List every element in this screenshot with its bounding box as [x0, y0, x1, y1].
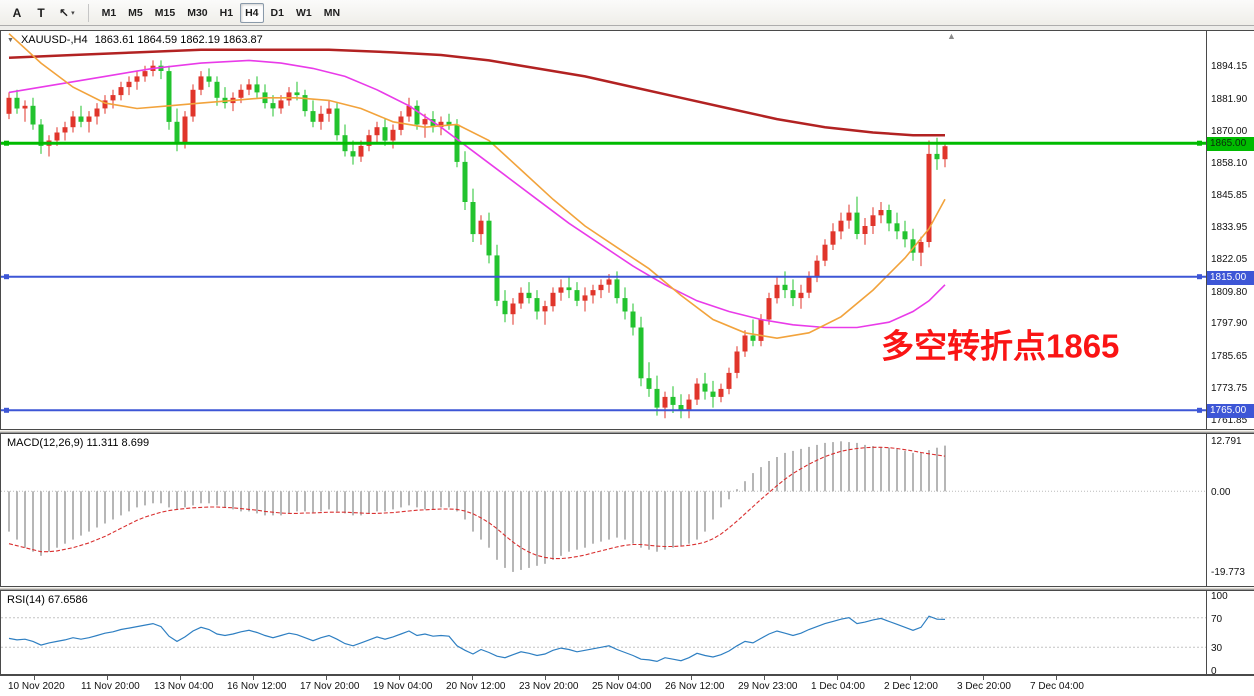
macd-label: MACD(12,26,9) 11.311 8.699 [7, 437, 150, 449]
macd-axis-label: -19.773 [1211, 567, 1245, 578]
panel-splitter[interactable] [0, 587, 1254, 590]
rsi-label: RSI(14) 67.6586 [7, 594, 88, 606]
time-axis-label: 23 Nov 20:00 [519, 681, 579, 692]
timeframe-button-d1[interactable]: D1 [270, 6, 284, 19]
time-axis-tick [545, 676, 546, 680]
time-axis-label: 11 Nov 20:00 [81, 681, 140, 692]
time-axis-label: 16 Nov 12:00 [227, 681, 287, 692]
cursor-tool-button[interactable]: ↖ ▾ [54, 3, 80, 23]
chart-shift-marker-icon[interactable]: ▲ [947, 31, 956, 41]
rsi-axis-label: 100 [1211, 591, 1228, 602]
time-axis-tick [399, 676, 400, 680]
price-axis-label: 1858.10 [1211, 158, 1248, 169]
rsi-pane[interactable]: RSI(14) 67.6586 [0, 590, 1207, 675]
price-axis-label: 1845.85 [1211, 190, 1248, 201]
rsi-axis[interactable]: 100 70 30 0 [1207, 590, 1254, 675]
macd-axis[interactable]: 12.791 0.00 -19.773 [1207, 433, 1254, 587]
time-axis-label: 10 Nov 2020 [8, 681, 65, 692]
svg-text:多空转折点1865: 多空转折点1865 [881, 328, 1119, 365]
timeframe-button-w1[interactable]: W1 [295, 6, 312, 19]
panel-splitter[interactable] [0, 430, 1254, 433]
time-axis-tick [472, 676, 473, 680]
price-axis-label: 1822.05 [1211, 254, 1248, 265]
time-axis-tick [691, 676, 692, 680]
time-axis-tick [1056, 676, 1057, 680]
time-axis-label: 29 Nov 23:00 [738, 681, 798, 692]
ohlc-values: 1863.61 1864.59 1862.19 1863.87 [94, 34, 263, 46]
time-axis-label: 13 Nov 04:00 [154, 681, 214, 692]
text-tool-button[interactable]: T [37, 5, 45, 20]
macd-axis-label: 12.791 [1211, 436, 1242, 447]
timeframe-button-m15[interactable]: M15 [154, 6, 176, 19]
price-axis-label: 1870.00 [1211, 126, 1248, 137]
time-axis-label: 25 Nov 04:00 [592, 681, 652, 692]
price-axis-label: 1797.90 [1211, 318, 1248, 329]
cursor-icon: ↖ [59, 5, 70, 20]
time-axis-tick [326, 676, 327, 680]
rsi-axis-label: 70 [1211, 614, 1223, 625]
timeframe-button-h1[interactable]: H1 [219, 6, 234, 19]
dropdown-caret-icon: ▾ [71, 9, 75, 17]
time-axis-label: 26 Nov 12:00 [665, 681, 725, 692]
timeframe-button-m30[interactable]: M30 [187, 6, 208, 19]
time-axis[interactable]: 10 Nov 2020 11 Nov 20:00 13 Nov 04:00 16 No… [0, 675, 1254, 696]
time-axis-tick [910, 676, 911, 680]
price-axis-label: 1809.80 [1211, 287, 1248, 298]
time-axis-tick [107, 676, 108, 680]
macd-header: MACD(12,26,9) 11.311 8.699 [7, 437, 149, 449]
price-axis-label: 1761.85 [1211, 415, 1248, 426]
timeframe-button-m1[interactable]: M1 [101, 6, 117, 19]
time-axis-label: 19 Nov 04:00 [373, 681, 433, 692]
rsi-header: RSI(14) 67.6586 [7, 594, 88, 606]
time-axis-label: 7 Dec 04:00 [1030, 681, 1084, 692]
time-axis-tick [837, 676, 838, 680]
macd-pane[interactable]: MACD(12,26,9) 11.311 8.699 [0, 433, 1207, 587]
price-chart-canvas[interactable]: 多空转折点1865 [1, 31, 1206, 429]
price-axis-label: 1773.75 [1211, 383, 1248, 394]
chart-area: 多空转折点1865 ▼ XAUUSD-,H4 1863.61 1864.59 1… [0, 26, 1254, 696]
toolbar: A T ↖ ▾ M1 M5 M15 M30 H1 H4 D1 W1 MN [0, 0, 1254, 26]
time-axis-label: 17 Nov 20:00 [300, 681, 360, 692]
collapse-triangle-icon[interactable]: ▼ [7, 36, 14, 44]
price-line-badge: 1865.00 [1207, 137, 1254, 151]
price-axis[interactable]: 1894.15 1881.90 1870.00 1858.10 1845.85 1833.… [1207, 30, 1254, 430]
price-line-badge: 1765.00 [1207, 404, 1254, 418]
timeframe-button-group: M1 M5 M15 M30 H1 H4 D1 W1 MN [97, 2, 345, 23]
time-axis-label: 3 Dec 20:00 [957, 681, 1011, 692]
price-axis-label: 1785.65 [1211, 351, 1248, 362]
price-axis-label: 1833.95 [1211, 222, 1248, 233]
price-chart-pane[interactable]: 多空转折点1865 ▼ XAUUSD-,H4 1863.61 1864.59 1… [0, 30, 1207, 430]
time-axis-label: 20 Nov 12:00 [446, 681, 506, 692]
time-axis-tick [764, 676, 765, 680]
timeframe-button-h4[interactable]: H4 [240, 2, 264, 23]
time-axis-label: 1 Dec 04:00 [811, 681, 865, 692]
rsi-canvas[interactable] [1, 591, 1206, 674]
macd-axis-label: 0.00 [1211, 487, 1231, 498]
timeframe-button-mn[interactable]: MN [323, 6, 341, 19]
price-axis-label: 1894.15 [1211, 61, 1248, 72]
time-axis-tick [34, 676, 35, 680]
toolbar-separator [87, 3, 89, 22]
time-axis-tick [253, 676, 254, 680]
timeframe-button-m5[interactable]: M5 [128, 6, 143, 19]
price-line-badge: 1815.00 [1207, 271, 1254, 285]
arrow-tool-button[interactable]: A [12, 5, 22, 20]
rsi-axis-label: 30 [1211, 643, 1223, 654]
time-axis-tick [983, 676, 984, 680]
time-axis-tick [180, 676, 181, 680]
symbol-timeframe-label: XAUUSD-,H4 [20, 34, 88, 46]
time-axis-tick [618, 676, 619, 680]
time-axis-label: 2 Dec 12:00 [884, 681, 938, 692]
rsi-axis-label: 0 [1211, 666, 1217, 675]
macd-canvas[interactable] [1, 434, 1206, 586]
chart-ohlc-header: ▼ XAUUSD-,H4 1863.61 1864.59 1862.19 186… [7, 34, 263, 46]
price-axis-label: 1881.90 [1211, 94, 1248, 105]
